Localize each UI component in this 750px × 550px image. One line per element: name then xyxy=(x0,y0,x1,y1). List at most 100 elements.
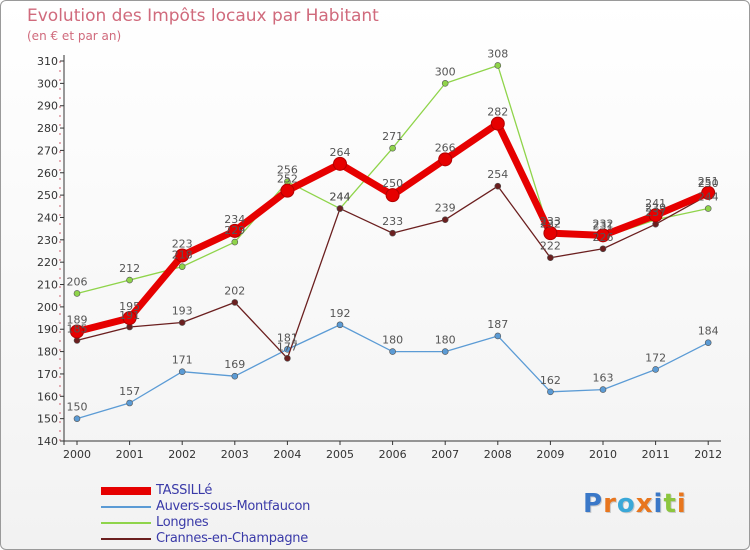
data-point xyxy=(73,290,81,297)
data-label: 271 xyxy=(382,130,403,143)
data-point xyxy=(441,348,449,355)
legend-swatch xyxy=(101,506,151,508)
chart-subtitle: (en € et par an) xyxy=(27,29,122,43)
data-point xyxy=(126,276,133,284)
x-tick-label: 2007 xyxy=(431,448,459,461)
data-label: 250 xyxy=(698,177,719,190)
data-point xyxy=(280,183,295,198)
data-label: 282 xyxy=(487,106,508,119)
x-tick-label: 2003 xyxy=(221,448,249,461)
data-point xyxy=(175,248,190,263)
y-tick-label: 300 xyxy=(37,77,58,90)
data-point xyxy=(547,388,554,396)
legend-label: Auvers-sous-Montfaucon xyxy=(156,499,311,514)
axes: 140 150 160 170 180 190 200 210 220 230 240 250 260 2… xyxy=(37,55,722,461)
data-point xyxy=(599,245,607,253)
data-label: 172 xyxy=(645,351,666,364)
legend-swatch xyxy=(101,487,151,495)
y-tick-label: 150 xyxy=(37,413,58,426)
x-tick-label: 2008 xyxy=(484,448,512,461)
data-label: 180 xyxy=(435,334,456,347)
data-label: 308 xyxy=(487,47,508,60)
data-label: 212 xyxy=(119,262,140,275)
data-label: 185 xyxy=(67,322,88,335)
data-label: 229 xyxy=(224,224,245,237)
data-point xyxy=(652,366,659,373)
data-label: 250 xyxy=(382,177,403,190)
data-point xyxy=(599,386,607,393)
data-label: 234 xyxy=(224,213,245,226)
data-point xyxy=(336,321,344,329)
data-point xyxy=(441,80,449,87)
chart-title: Evolution des Impôts locaux par Habitant xyxy=(27,6,379,26)
data-point xyxy=(227,223,242,238)
data-point xyxy=(178,263,186,270)
data-label: 162 xyxy=(540,374,561,387)
data-point xyxy=(385,188,400,203)
data-point xyxy=(178,368,186,376)
y-tick-label: 280 xyxy=(37,122,58,135)
series-3 xyxy=(73,182,712,362)
data-label: 184 xyxy=(698,325,719,338)
y-tick-label: 250 xyxy=(37,189,58,202)
data-point xyxy=(70,324,84,339)
data-point xyxy=(494,62,502,69)
y-tick-label: 140 xyxy=(37,435,58,448)
data-label: 244 xyxy=(330,191,351,204)
series-1 xyxy=(73,321,712,422)
data-point xyxy=(543,226,558,241)
data-label: 192 xyxy=(330,307,351,320)
data-label: 171 xyxy=(172,354,193,367)
data-label: 193 xyxy=(172,305,193,318)
data-label: 233 xyxy=(382,215,403,228)
y-tick-label: 270 xyxy=(37,144,58,157)
data-label: 237 xyxy=(645,206,666,219)
data-label: 169 xyxy=(224,358,245,371)
data-label: 266 xyxy=(435,141,456,154)
data-point xyxy=(701,185,716,200)
data-label: 264 xyxy=(330,146,351,159)
data-point xyxy=(704,339,712,346)
data-point xyxy=(122,311,137,326)
y-tick-label: 200 xyxy=(37,301,58,314)
y-tick-label: 180 xyxy=(37,346,58,359)
legend-label: Crannes-en-Champagne xyxy=(156,531,308,546)
y-tick-label: 220 xyxy=(37,256,58,269)
data-point xyxy=(596,228,610,243)
data-label: 244 xyxy=(330,191,351,204)
data-label: 251 xyxy=(698,175,719,188)
data-label: 163 xyxy=(593,372,614,385)
data-point xyxy=(231,372,239,380)
data-point xyxy=(490,116,505,131)
data-label: 239 xyxy=(435,202,456,215)
data-label: 222 xyxy=(540,240,561,253)
data-label: 300 xyxy=(435,65,456,78)
data-label: 181 xyxy=(277,331,298,344)
proxiti-logo: Proxiti xyxy=(583,489,687,519)
data-point xyxy=(547,254,554,262)
data-label: 177 xyxy=(277,340,298,353)
legend-swatch xyxy=(101,522,151,524)
series-0 xyxy=(70,116,716,339)
x-tick-label: 2009 xyxy=(536,448,564,461)
y-tick-label: 170 xyxy=(37,368,58,381)
x-tick-label: 2011 xyxy=(642,448,670,461)
series-layer xyxy=(70,62,716,422)
data-point xyxy=(178,319,186,326)
data-label: 232 xyxy=(593,217,614,230)
y-tick-label: 160 xyxy=(37,390,58,403)
data-label: 244 xyxy=(698,191,719,204)
y-tick-label: 230 xyxy=(37,234,58,247)
x-tick-label: 2010 xyxy=(589,448,617,461)
data-point xyxy=(333,156,347,171)
x-tick-label: 2006 xyxy=(379,448,407,461)
data-point xyxy=(389,144,396,152)
data-point xyxy=(389,229,396,237)
data-label: 233 xyxy=(540,215,561,228)
data-point xyxy=(704,205,712,212)
y-tick-label: 290 xyxy=(37,100,58,113)
data-label: 241 xyxy=(645,197,666,210)
data-point xyxy=(494,182,502,190)
data-label: 232 xyxy=(540,217,561,230)
